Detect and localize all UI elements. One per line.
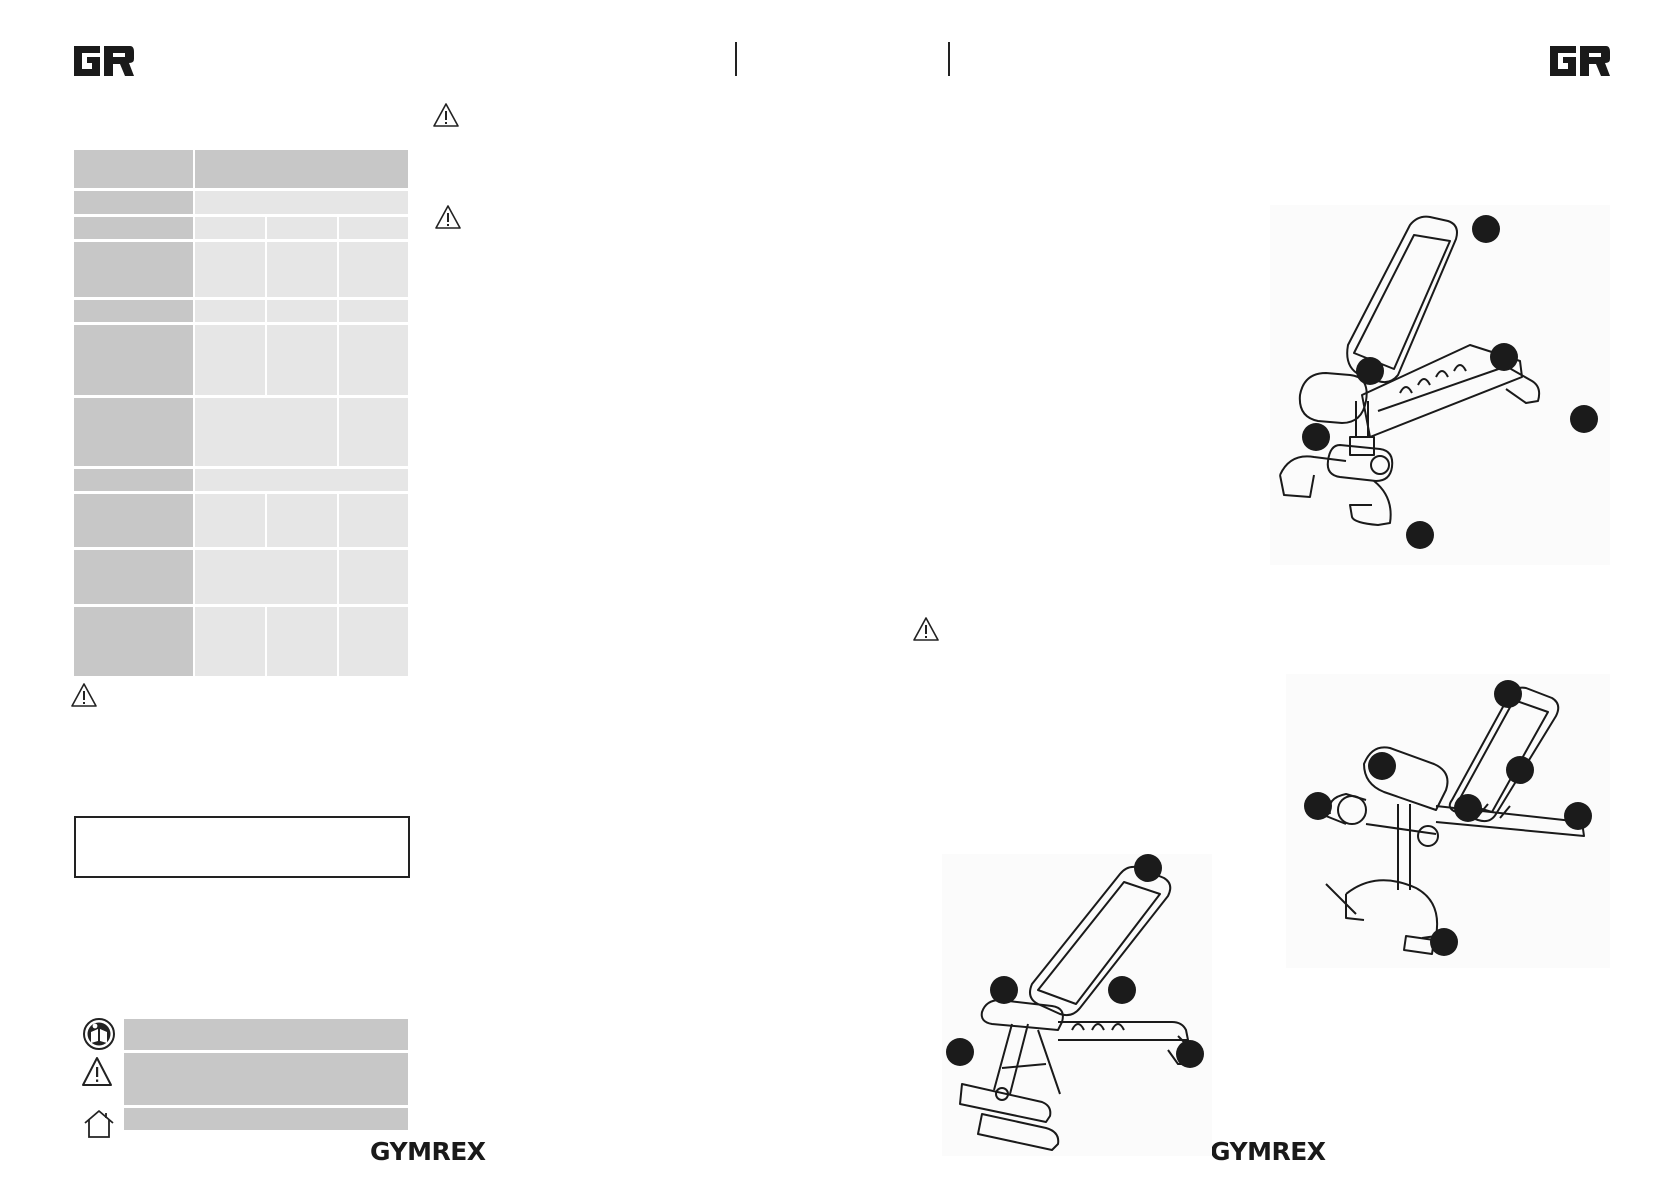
spec-row-value-cell bbox=[339, 217, 408, 239]
spec-row-value-cell bbox=[339, 398, 408, 466]
spec-row-value-cell bbox=[195, 550, 337, 604]
spec-row-label-cell bbox=[74, 607, 193, 676]
spec-row-label-cell bbox=[74, 300, 193, 322]
bench-figure-1 bbox=[1270, 205, 1610, 565]
spec-row-value-cell bbox=[339, 300, 408, 322]
spec-row-label-cell bbox=[74, 494, 193, 547]
warning-triangle-icon bbox=[433, 103, 459, 127]
gymrex-wordmark-left: GYMREX bbox=[370, 1137, 486, 1166]
warning-triangle-icon bbox=[71, 683, 97, 707]
legend-row-warning bbox=[124, 1053, 408, 1105]
spec-row-value-cell bbox=[195, 469, 408, 491]
read-manual-icon bbox=[83, 1018, 115, 1050]
spec-row-value-cell bbox=[267, 300, 337, 322]
spec-header-label-cell bbox=[74, 150, 193, 188]
spec-row-value-cell bbox=[339, 607, 408, 676]
bench-figure-3 bbox=[942, 854, 1212, 1156]
spec-row-value-cell bbox=[339, 242, 408, 297]
spec-row-label-cell bbox=[74, 469, 193, 491]
spec-row-value-cell bbox=[339, 550, 408, 604]
spec-row-label-cell bbox=[74, 325, 193, 395]
gymrex-wordmark-right: GYMREX bbox=[1210, 1137, 1326, 1166]
warning-triangle-icon bbox=[913, 617, 939, 641]
note-box bbox=[74, 816, 410, 878]
spec-row-value-cell bbox=[195, 217, 265, 239]
warning-triangle-icon bbox=[82, 1057, 112, 1086]
gr-logo-right bbox=[1550, 46, 1610, 76]
spec-row-value-cell bbox=[195, 494, 265, 547]
indoor-use-house-icon bbox=[84, 1110, 114, 1138]
warning-triangle-icon bbox=[435, 205, 461, 229]
spec-row-label-cell bbox=[74, 398, 193, 466]
spec-row-value-cell bbox=[195, 607, 265, 676]
spec-row-value-cell bbox=[195, 325, 265, 395]
bench-figure-2 bbox=[1286, 674, 1610, 968]
spec-header-value-cell bbox=[195, 150, 408, 188]
spec-row-value-cell bbox=[267, 217, 337, 239]
spec-row-value-cell bbox=[267, 607, 337, 676]
spec-row-value-cell bbox=[195, 398, 337, 466]
spec-row-label-cell bbox=[74, 550, 193, 604]
legend-row-read-manual bbox=[124, 1019, 408, 1050]
spec-row-value-cell bbox=[267, 242, 337, 297]
spec-row-label-cell bbox=[74, 242, 193, 297]
spec-row-value-cell bbox=[195, 300, 265, 322]
header-divider-left bbox=[735, 42, 737, 76]
gr-logo-left bbox=[74, 46, 134, 76]
header-divider-right bbox=[948, 42, 950, 76]
spec-row-value-cell bbox=[339, 325, 408, 395]
spec-row-value-cell bbox=[267, 325, 337, 395]
spec-row-value-cell bbox=[267, 494, 337, 547]
spec-row-value-cell bbox=[339, 494, 408, 547]
spec-row-value-cell bbox=[195, 242, 265, 297]
spec-row-label-cell bbox=[74, 191, 193, 214]
spec-row-value-cell bbox=[195, 191, 408, 214]
legend-row-indoor-use bbox=[124, 1108, 408, 1130]
spec-row-label-cell bbox=[74, 217, 193, 239]
